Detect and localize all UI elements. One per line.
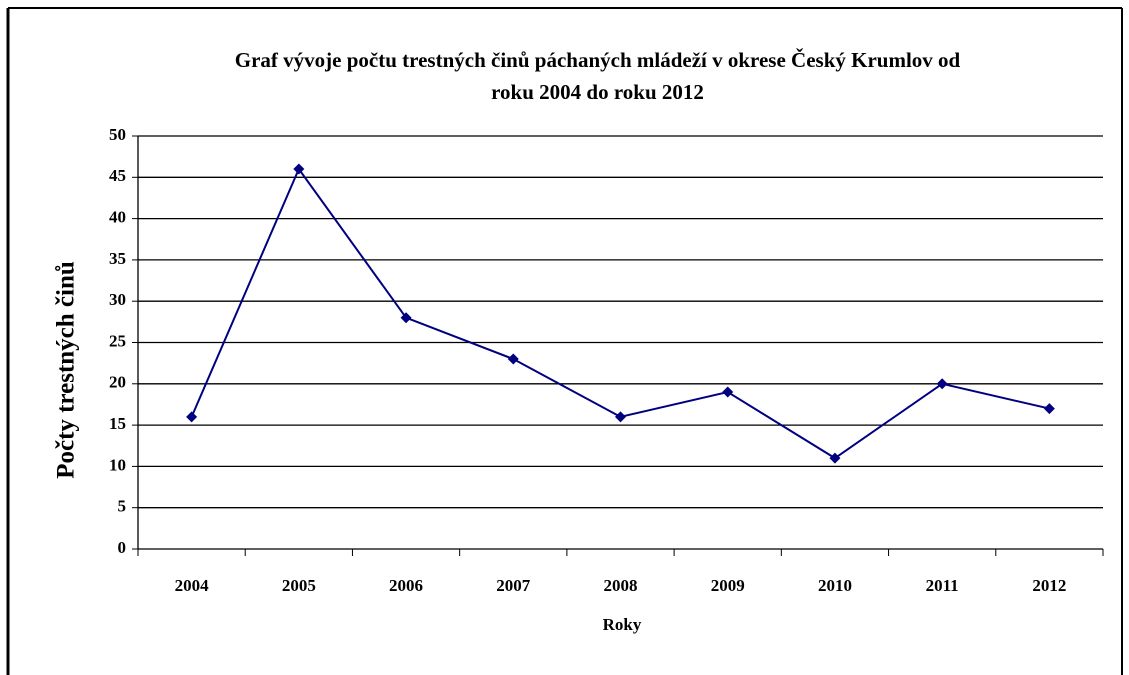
marker — [615, 411, 626, 423]
marker — [293, 163, 305, 175]
y-tick-label: 45 — [109, 166, 126, 185]
y-tick-label: 20 — [109, 373, 126, 392]
x-tick-label: 2011 — [926, 576, 959, 595]
x-tick-label: 2005 — [282, 576, 316, 595]
y-tick-label: 30 — [109, 290, 126, 309]
x-tick-label: 2009 — [711, 576, 745, 595]
y-tick-label: 15 — [109, 414, 126, 433]
marker — [722, 386, 734, 398]
x-tick-label: 2012 — [1032, 576, 1066, 595]
y-axis-label: Počty trestných činů — [53, 261, 80, 479]
y-tick-label: 5 — [118, 497, 127, 516]
marker — [1043, 403, 1055, 415]
x-tick-label: 2004 — [175, 576, 210, 595]
x-axis-label: Roky — [603, 615, 642, 634]
marker — [936, 378, 948, 390]
x-tick-label: 2010 — [818, 576, 852, 595]
y-tick-label: 0 — [118, 538, 127, 557]
y-tick-label: 10 — [109, 455, 126, 474]
y-tick-label: 25 — [109, 331, 126, 350]
x-tick-label: 2007 — [496, 576, 531, 595]
chart-title: Graf vývoje počtu trestných činů páchaný… — [234, 48, 961, 104]
x-tick-label: 2008 — [604, 576, 638, 595]
marker — [829, 452, 841, 464]
marker — [186, 411, 198, 423]
y-tick-label: 40 — [109, 208, 126, 227]
marker — [507, 353, 519, 365]
y-tick-label: 50 — [109, 125, 126, 144]
y-tick-label: 35 — [109, 249, 126, 268]
x-tick-label: 2006 — [389, 576, 423, 595]
marker — [400, 312, 412, 324]
